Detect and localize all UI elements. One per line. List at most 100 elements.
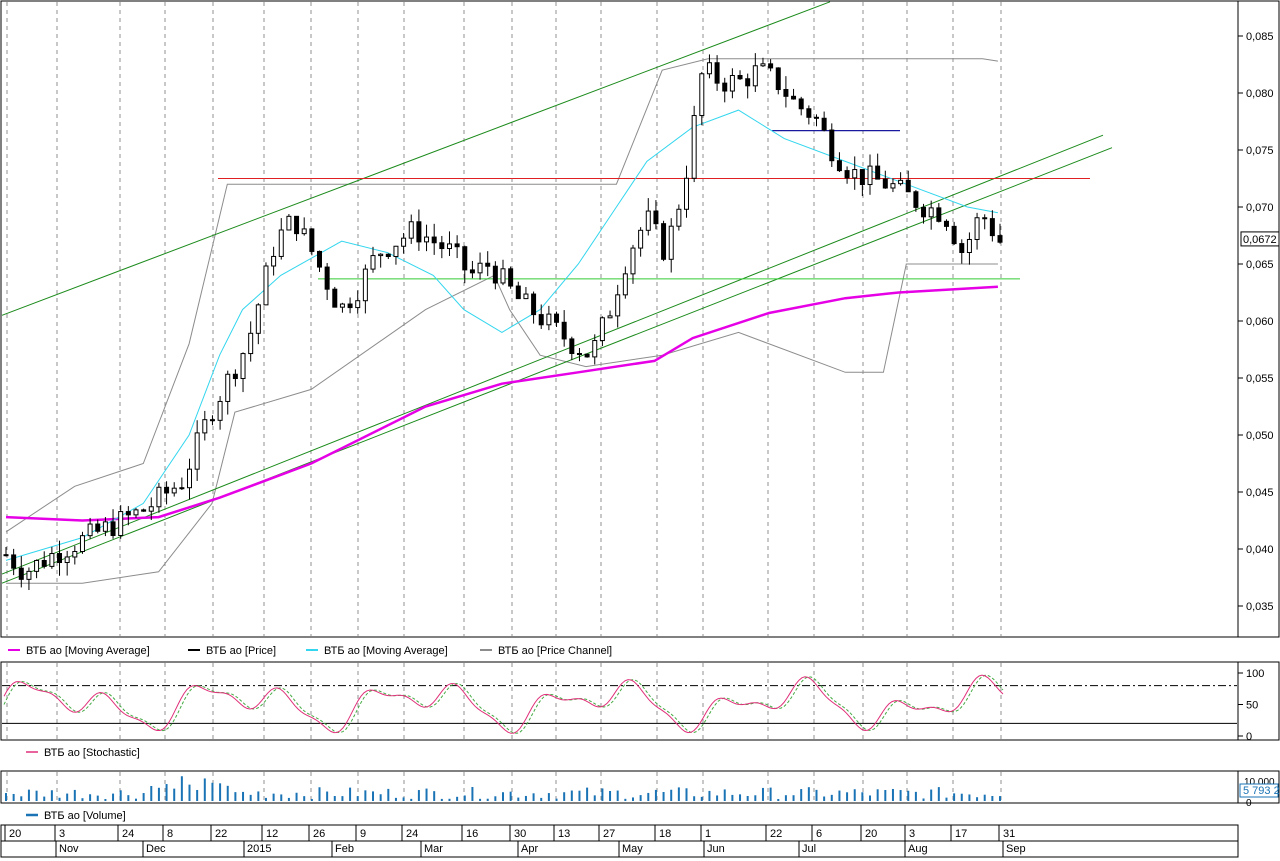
candle-body — [531, 293, 537, 316]
price-tick-label: 0,085 — [1246, 31, 1274, 43]
candle-body — [936, 207, 942, 222]
candle-body — [316, 250, 322, 268]
price-tick-label: 0,050 — [1246, 430, 1274, 442]
candle-body — [699, 73, 705, 117]
candle-body — [278, 229, 284, 257]
candle-body — [164, 486, 170, 494]
candle-body — [691, 115, 697, 179]
time-month-label: Aug — [908, 843, 928, 855]
candle-body — [332, 288, 338, 308]
stoch-scale[interactable] — [1237, 661, 1280, 741]
candle-body — [49, 553, 55, 567]
candle-body — [141, 509, 147, 512]
candle-body — [424, 236, 430, 243]
candle-body — [905, 179, 911, 193]
price-pane[interactable] — [0, 0, 1239, 638]
candle-body — [95, 523, 101, 532]
candle-body — [3, 554, 9, 557]
stochastic-main-line — [3, 674, 1004, 734]
candle-body — [607, 315, 613, 319]
candle-body — [760, 63, 766, 67]
time-day-label: 3 — [909, 828, 915, 840]
stoch-tick-label: 50 — [1246, 700, 1258, 712]
candle-body — [661, 223, 667, 260]
candle-body — [148, 506, 154, 512]
time-month-label: Feb — [335, 843, 354, 855]
candle-body — [454, 243, 460, 248]
candle-body — [339, 303, 345, 308]
candle-body — [385, 253, 391, 257]
candle-body — [729, 75, 735, 92]
candle-body — [668, 225, 674, 260]
candle-body — [989, 218, 995, 237]
candle-body — [462, 246, 468, 271]
candle-body — [775, 67, 781, 91]
candle-body — [286, 215, 292, 231]
time-day-label: 30 — [514, 828, 526, 840]
candle-body — [26, 570, 32, 580]
candle-body — [714, 62, 720, 84]
candle-body — [569, 338, 575, 355]
time-month-label: Apr — [521, 843, 538, 855]
time-day-label: 3 — [59, 828, 65, 840]
candle-body — [821, 117, 827, 131]
candle-body — [248, 332, 254, 355]
candle-body — [271, 255, 277, 267]
price-tick-label: 0,040 — [1246, 544, 1274, 556]
volume-pane[interactable] — [0, 770, 1239, 804]
candle-body — [401, 237, 407, 247]
candle-body — [301, 228, 307, 235]
price-channel-upper — [5, 58, 998, 533]
time-day-label: 26 — [313, 828, 325, 840]
candle-body — [11, 554, 17, 569]
candle-body — [622, 273, 628, 296]
candle-body — [133, 509, 139, 516]
stoch-pane[interactable] — [0, 661, 1239, 741]
candle-body — [41, 559, 47, 567]
candle-body — [508, 268, 514, 287]
candle-body — [263, 265, 269, 306]
candle-body — [102, 521, 108, 532]
candle-body — [362, 268, 368, 302]
candle-body — [813, 116, 819, 119]
candle-body — [72, 551, 78, 558]
candle-body — [324, 266, 330, 290]
legend-stochastic: ВТБ ао [Stochastic] — [44, 747, 140, 759]
candle-body — [882, 178, 888, 189]
time-day-label: 20 — [9, 828, 21, 840]
time-day-label: 6 — [816, 828, 822, 840]
time-month-label: Dec — [146, 843, 166, 855]
time-month-label: May — [622, 843, 643, 855]
price-scale[interactable] — [1237, 0, 1280, 638]
candle-body — [859, 169, 865, 186]
time-day-label: 16 — [466, 828, 478, 840]
candle-body — [515, 285, 521, 300]
candle-body — [408, 221, 414, 239]
time-day-label: 12 — [266, 828, 278, 840]
time-day-label: 1 — [705, 828, 711, 840]
candle-body — [576, 353, 582, 356]
current-price-label: 0,0672 — [1243, 234, 1277, 246]
time-day-label: 20 — [865, 828, 877, 840]
candle-body — [898, 179, 904, 185]
time-day-label: 22 — [215, 828, 227, 840]
candle-body — [752, 65, 758, 87]
volume-current-badge — [1239, 783, 1279, 798]
candle-body — [722, 82, 728, 92]
time-day-label: 31 — [1003, 828, 1015, 840]
candle-body — [347, 303, 353, 309]
candle-body — [913, 191, 919, 208]
candle-body — [179, 487, 185, 490]
candle-body — [125, 511, 131, 516]
candle-body — [393, 245, 399, 257]
candle-body — [485, 262, 491, 267]
candle-body — [645, 210, 651, 231]
volume-tick-label: 0 — [1246, 798, 1252, 809]
candle-body — [546, 313, 552, 326]
upper-trend-line — [1, 1, 831, 316]
candle-body — [867, 165, 873, 186]
candle-body — [599, 317, 605, 342]
volume-current-label: 5 793 2 — [1243, 785, 1280, 797]
candle-body — [500, 268, 506, 284]
